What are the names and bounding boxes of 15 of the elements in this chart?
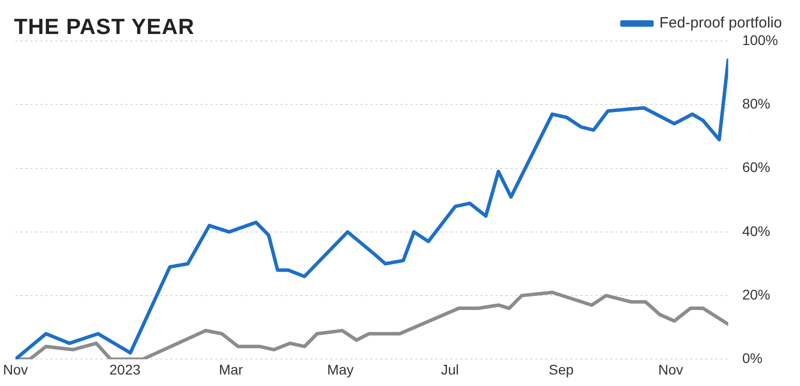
x-tick-label: Sep	[548, 361, 574, 378]
chart-title: THE PAST YEAR	[14, 14, 194, 40]
y-tick-label: 80%	[742, 96, 770, 112]
x-tick-label: Nov	[658, 361, 684, 378]
x-tick-label: Jul	[440, 361, 459, 378]
y-tick-label: 20%	[742, 286, 770, 302]
y-tick-label: 60%	[742, 159, 770, 176]
x-tick-label: 2023	[109, 361, 141, 378]
x-tick-label: May	[327, 361, 354, 378]
y-tick-label: 100%	[742, 32, 778, 48]
x-tick-label: Nov	[2, 361, 28, 378]
x-tick-label: Mar	[218, 361, 244, 378]
y-tick-label: 40%	[742, 222, 770, 239]
legend-label: Fed-proof portfolio	[659, 14, 782, 32]
y-tick-label: 0%	[742, 350, 762, 366]
